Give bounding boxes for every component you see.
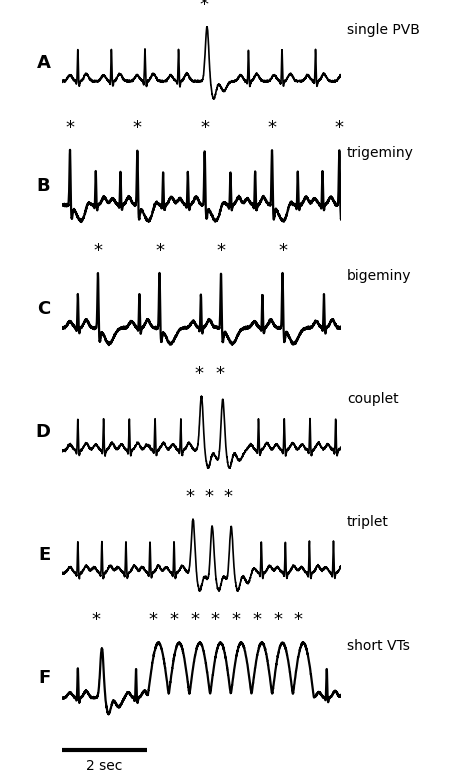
Text: short VTs: short VTs [347,638,410,652]
Text: *: * [170,611,179,629]
Text: 2 sec: 2 sec [86,759,122,772]
Text: *: * [92,611,101,629]
Text: *: * [149,611,158,629]
Text: trigeminy: trigeminy [347,146,414,161]
Text: *: * [294,611,303,629]
Text: couplet: couplet [347,392,399,406]
Text: *: * [93,242,102,260]
Text: *: * [224,488,233,506]
Text: *: * [133,119,142,137]
Text: E: E [38,546,50,564]
Text: D: D [36,423,50,441]
Text: *: * [215,365,224,383]
Text: *: * [205,488,214,506]
Text: *: * [200,119,209,137]
Text: *: * [252,611,261,629]
Text: *: * [186,488,195,506]
Text: A: A [36,54,50,72]
Text: *: * [200,0,209,14]
Text: bigeminy: bigeminy [347,269,411,283]
Text: *: * [273,611,282,629]
Text: *: * [155,242,164,260]
Text: *: * [278,242,287,260]
Text: *: * [190,611,199,629]
Text: *: * [194,365,203,383]
Text: *: * [335,119,344,137]
Text: *: * [65,119,74,137]
Text: triplet: triplet [347,516,389,530]
Text: *: * [217,242,226,260]
Text: single PVB: single PVB [347,23,420,37]
Text: C: C [37,300,50,318]
Text: *: * [267,119,276,137]
Text: *: * [232,611,241,629]
Text: B: B [37,177,50,195]
Text: F: F [38,669,50,687]
Text: *: * [211,611,220,629]
